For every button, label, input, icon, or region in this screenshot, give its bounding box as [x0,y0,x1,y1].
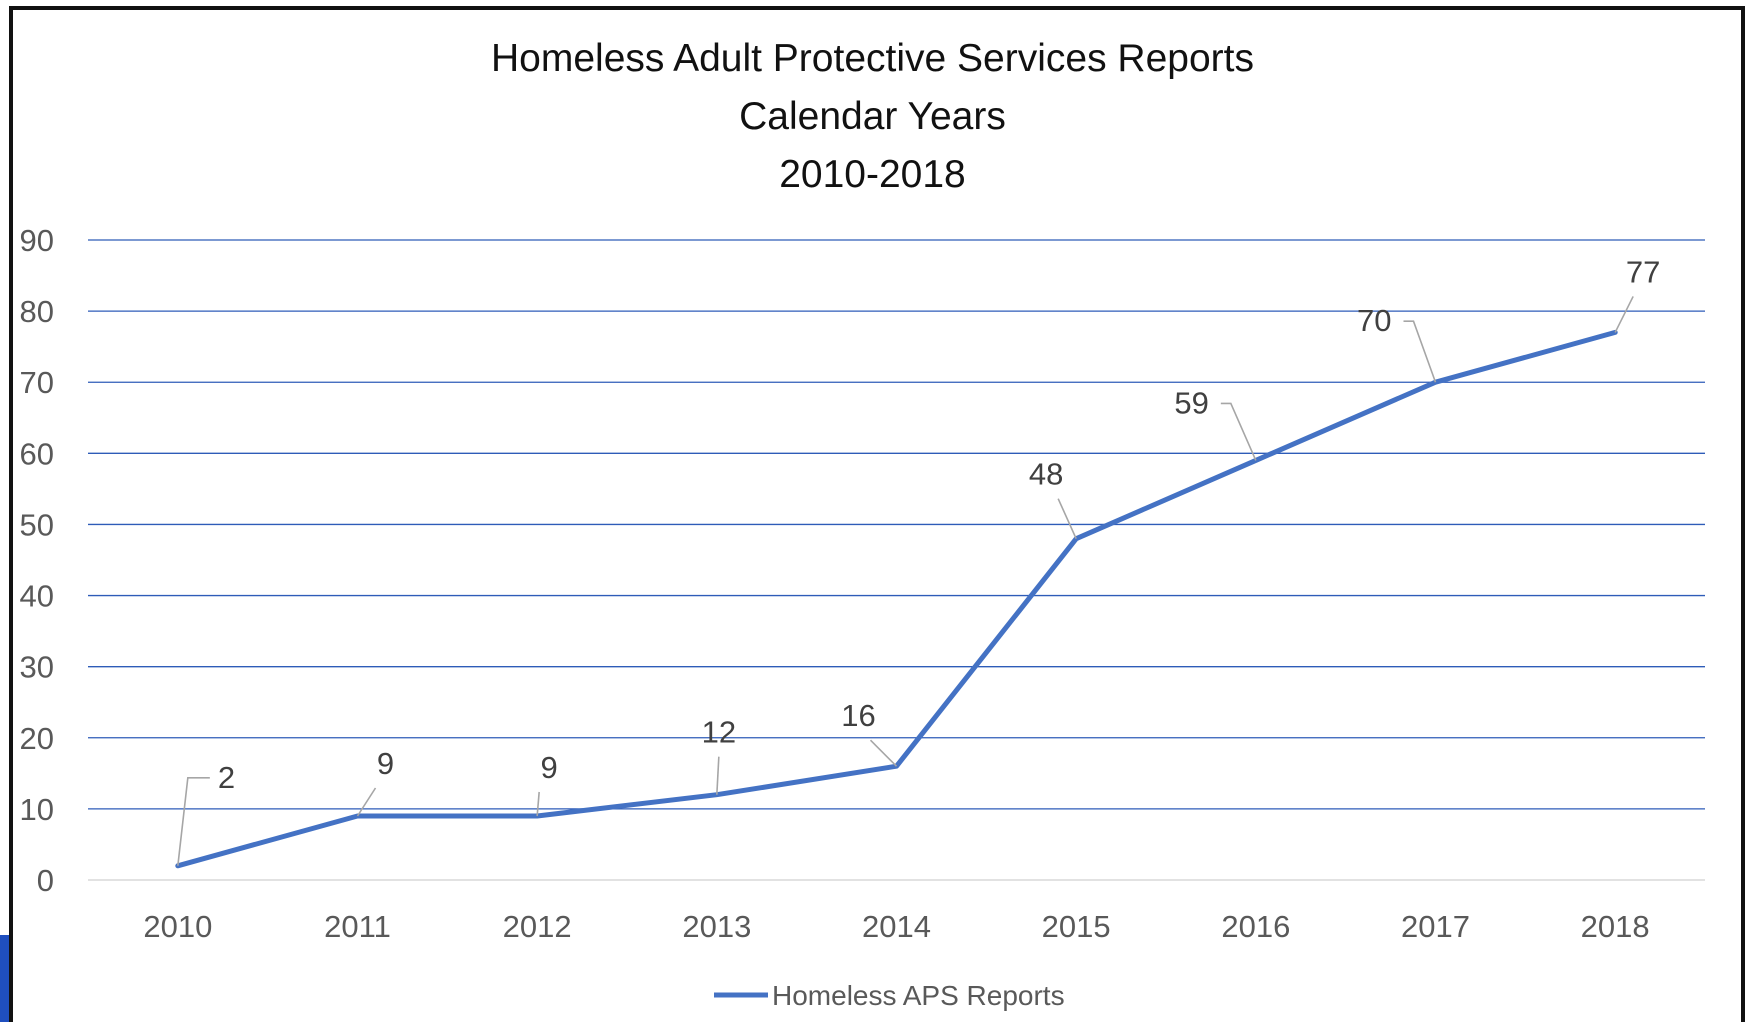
frame-border-top [9,6,1745,10]
data-label: 70 [1357,303,1391,338]
x-tick-label: 2017 [1401,909,1470,944]
y-tick-label: 80 [20,294,54,329]
y-tick-label: 90 [20,223,54,258]
legend-label: Homeless APS Reports [772,980,1065,1011]
frame-border-left [9,6,13,1022]
chart-title-line-1: Homeless Adult Protective Services Repor… [491,37,1254,80]
x-tick-label: 2010 [143,909,212,944]
data-label-leader [869,739,898,767]
x-tick-label: 2018 [1581,909,1650,944]
data-label: 59 [1174,385,1208,420]
data-label: 16 [841,698,875,733]
data-label-leader [1057,498,1077,539]
chart-title-line-3: 2010-2018 [779,153,966,196]
y-tick-label: 30 [20,650,54,685]
frame-border-right [1741,6,1745,1022]
x-tick-label: 2014 [862,909,931,944]
series-line [175,329,1618,869]
y-tick-label: 40 [20,579,54,614]
x-tick-label: 2011 [324,909,391,944]
y-tick-label: 50 [20,507,54,542]
x-tick-label: 2016 [1221,909,1290,944]
data-label: 12 [702,715,736,750]
x-tick-label: 2012 [503,909,572,944]
blue-accent-bar [0,935,9,1022]
y-tick-label: 70 [20,365,54,400]
data-label-leader [1614,296,1634,333]
x-tick-label: 2013 [682,909,751,944]
chart-title: Homeless Adult Protective Services Repor… [0,30,1745,204]
data-label: 9 [377,746,394,781]
data-label: 9 [541,750,558,785]
data-label: 77 [1626,254,1660,289]
x-tick-label: 2015 [1042,909,1111,944]
y-tick-label: 0 [37,863,54,898]
y-tick-label: 10 [20,792,54,827]
data-label-leader [177,776,210,866]
data-label-leader [1403,320,1437,383]
y-tick-label: 60 [20,436,54,471]
data-label: 48 [1029,457,1063,492]
data-label-leader [1220,402,1257,461]
y-tick-label: 20 [20,721,54,756]
data-label-leader [716,756,720,795]
data-label: 2 [218,760,235,795]
data-label-leader [536,791,540,817]
chart-title-line-2: Calendar Years [739,95,1006,138]
data-label-leader [356,787,377,817]
